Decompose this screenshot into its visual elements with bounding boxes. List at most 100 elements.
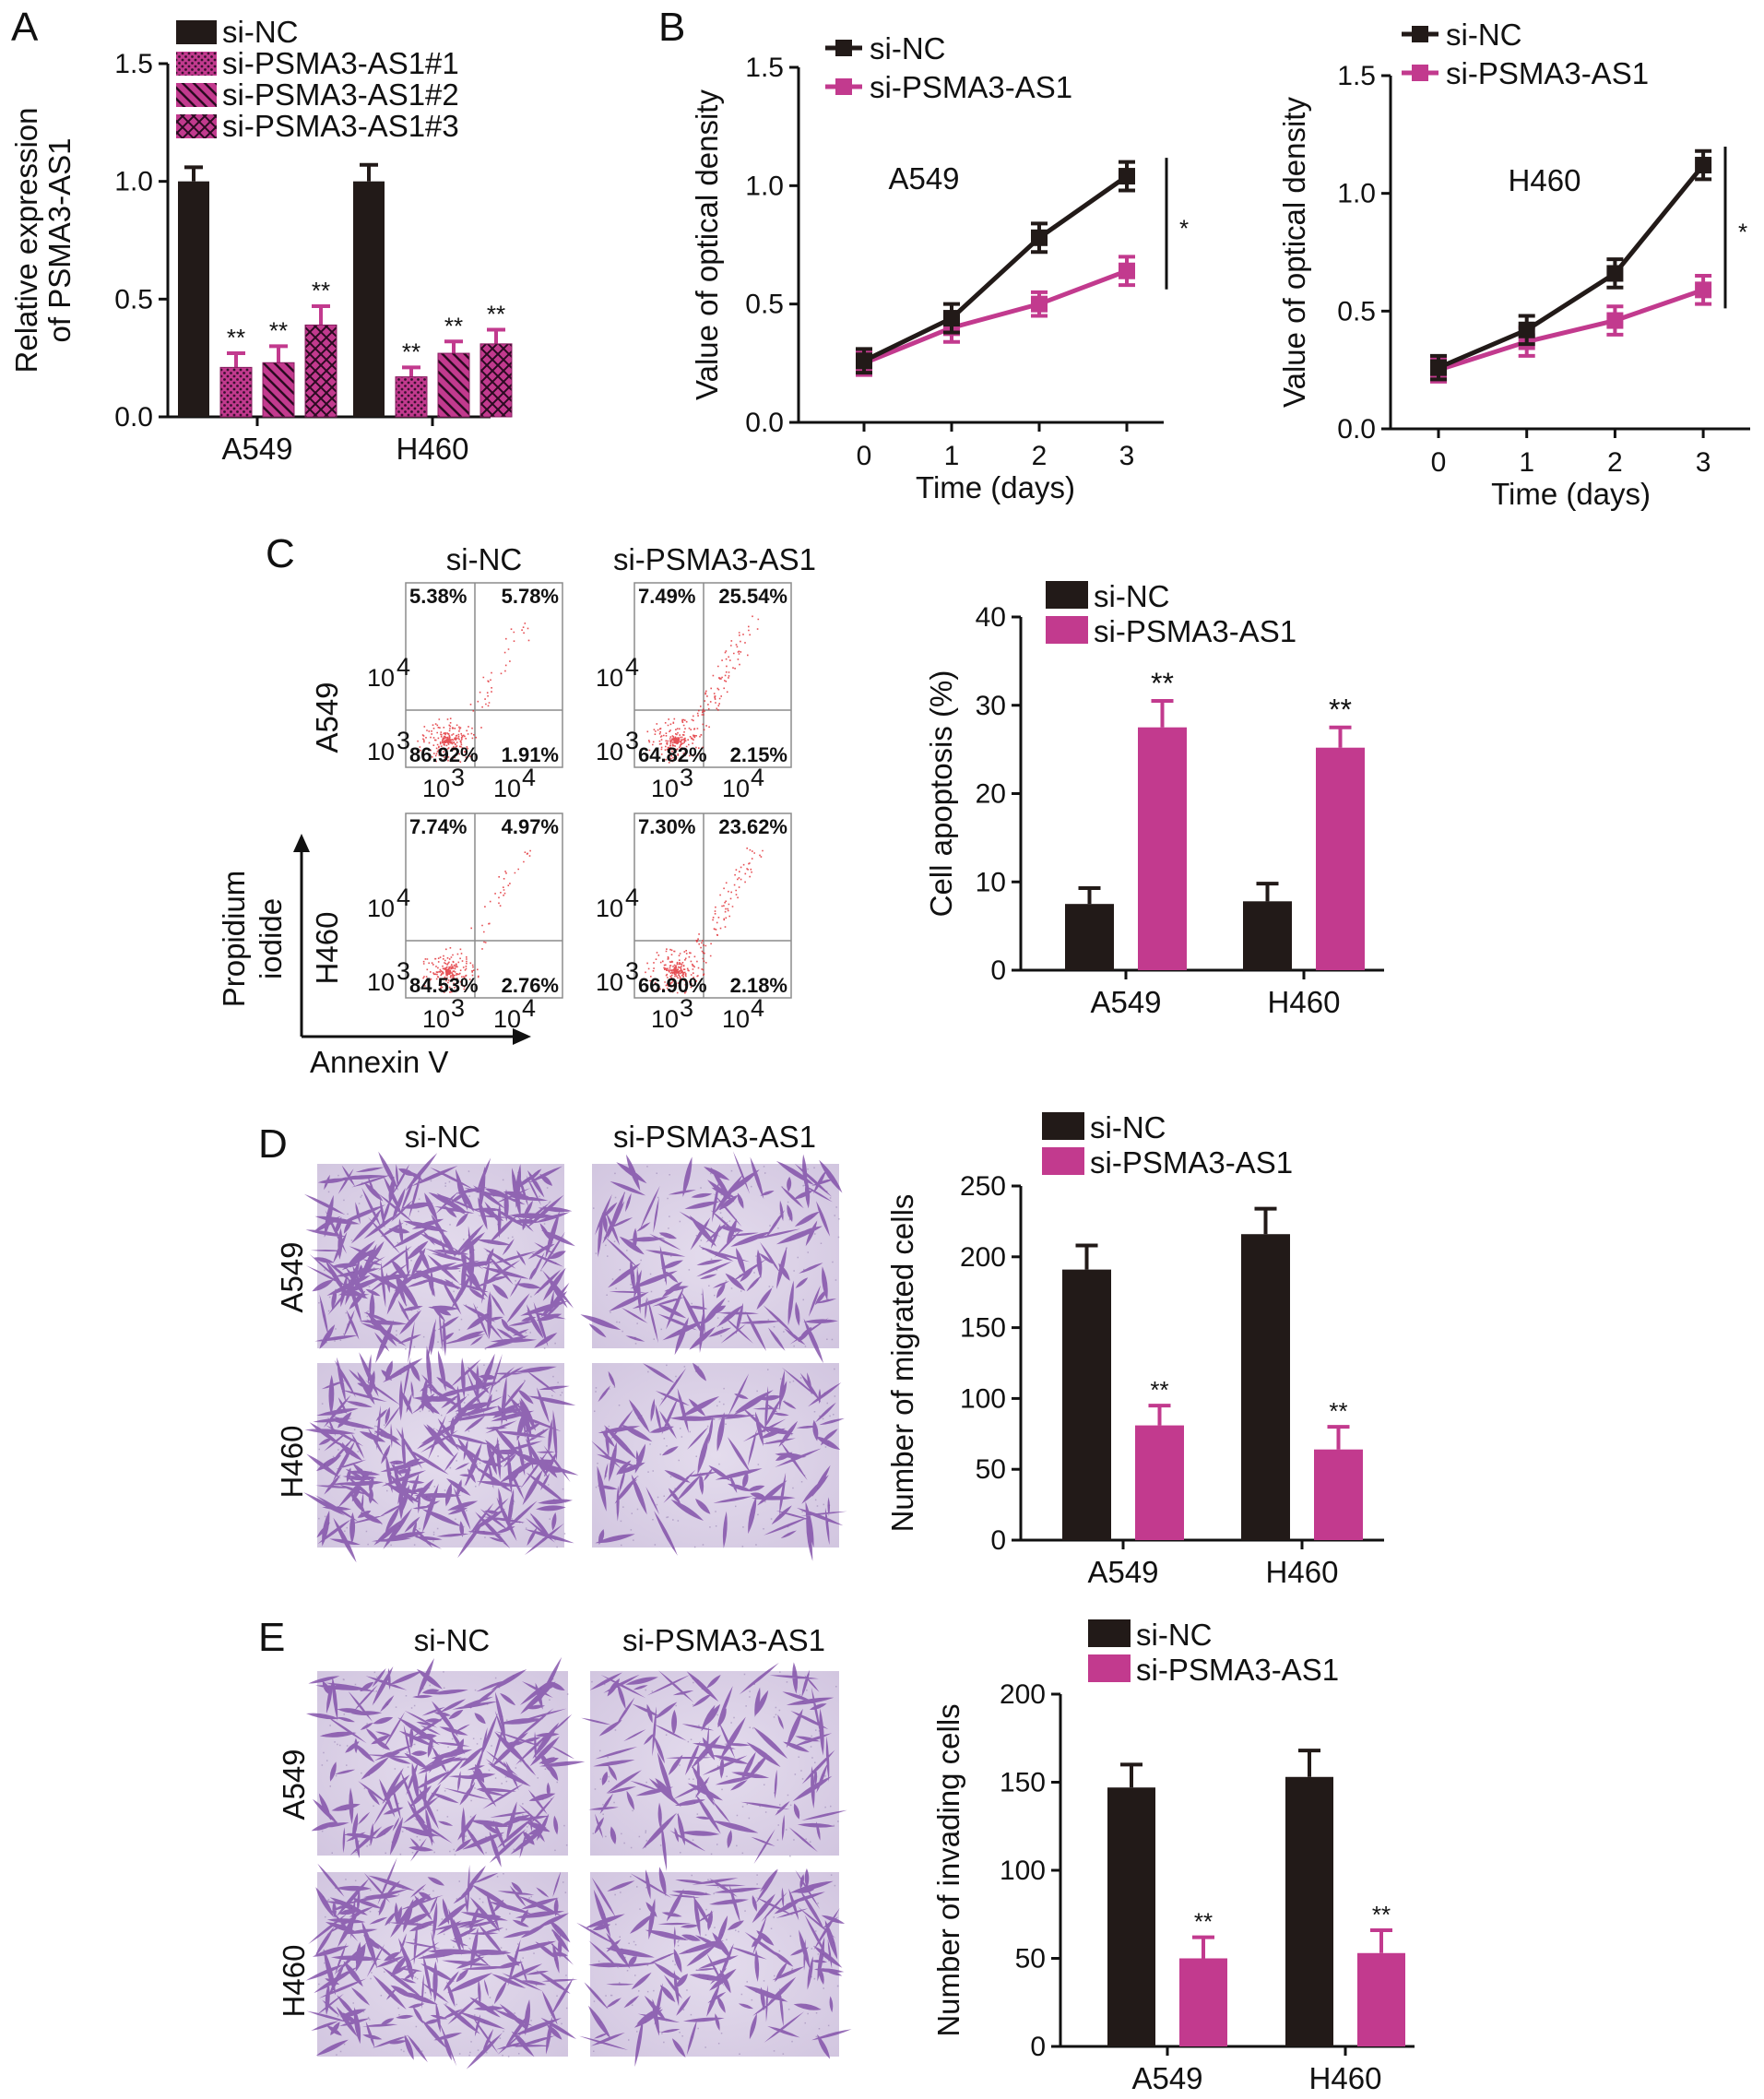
error-bar xyxy=(360,162,378,182)
micrograph-h460-si-nc xyxy=(303,1346,579,1563)
flow-y-tick-exponent: 4 xyxy=(625,653,639,681)
y-tick-label: 0.0 xyxy=(114,402,153,433)
bar-si-psma3-as1-3-h460 xyxy=(479,343,513,418)
y-axis-label: Value of optical density xyxy=(690,89,724,400)
legend-label-si-psma3-as1: si-PSMA3-AS1 xyxy=(870,70,1072,104)
legend-label-si-nc: si-NC xyxy=(870,31,945,65)
flow-axis-x-label: Annexin V xyxy=(310,1045,448,1079)
legend-label-si-psma3-as1: si-PSMA3-AS1 xyxy=(1090,1145,1293,1180)
error-bar xyxy=(444,339,463,354)
flow-y-tick-label: 10 xyxy=(367,664,395,692)
bar-si-psma3-as1-h460 xyxy=(1314,1449,1363,1540)
quadrant-lower-right-percent: 2.76% xyxy=(502,974,559,997)
significance-label: ** xyxy=(1329,1397,1347,1425)
data-point-si-nc xyxy=(1119,168,1135,185)
legend-label-si-nc: si-NC xyxy=(1446,18,1521,52)
flow-y-tick-label: 10 xyxy=(596,968,623,996)
significance-label: ** xyxy=(487,301,505,328)
quadrant-lower-left-percent: 66.90% xyxy=(638,974,707,997)
error-bar xyxy=(227,351,245,368)
error-bar xyxy=(1329,725,1352,748)
bar-si-psma3-as1-h460 xyxy=(1357,1952,1405,2046)
y-tick-label: 150 xyxy=(960,1313,1006,1344)
y-tick-label: 150 xyxy=(1000,1768,1046,1798)
stained-cells xyxy=(305,1857,578,2069)
flow-x-tick-label: 10 xyxy=(422,775,450,802)
y-tick-label: 0.5 xyxy=(114,284,153,314)
flow-y-tick-label: 10 xyxy=(596,895,623,922)
legend-marker-si-psma3-as1 xyxy=(835,78,852,95)
data-point-si-nc xyxy=(1031,229,1048,246)
flow-col-label-si-nc: si-NC xyxy=(446,542,522,576)
panel-label-e: E xyxy=(258,1615,285,1660)
x-tick-label: 1 xyxy=(1519,447,1534,478)
significance-label: ** xyxy=(1150,1376,1168,1404)
flow-x-tick-label: 10 xyxy=(493,775,521,802)
bar-si-psma3-as1-2-h460 xyxy=(437,352,470,418)
data-point-si-psma3-as1 xyxy=(1031,295,1048,313)
y-tick-label: 1.0 xyxy=(1337,179,1376,209)
x-category-label: A549 xyxy=(1087,1555,1158,1589)
error-bar xyxy=(1078,885,1101,905)
chart-b-h460-growth: 0.0 0.5 1.0 1.5 0 1 2 3 Time (days) Value of opti… xyxy=(1277,18,1750,511)
stained-cells xyxy=(576,1867,852,2068)
flow-y-tick-exponent: 4 xyxy=(397,653,410,681)
x-axis-label: Time (days) xyxy=(1491,477,1651,511)
significance-label: ** xyxy=(1329,694,1352,727)
quadrant-upper-right-percent: 5.78% xyxy=(502,585,559,608)
error-bar xyxy=(1298,1749,1320,1777)
data-point-si-nc xyxy=(1430,359,1447,376)
bar-si-nc-a549 xyxy=(1062,1269,1111,1540)
flow-plot-h460-si-psma3-as1: 7.30% 23.62%66.90% 2.18%10 310 410 3 10 4 xyxy=(596,812,792,1033)
x-tick-label: 3 xyxy=(1119,441,1135,471)
bar-si-nc-a549 xyxy=(1065,904,1114,970)
legend-label-si-psma3-as1: si-PSMA3-AS1 xyxy=(1094,614,1296,648)
series-line-si-psma3-as1 xyxy=(863,268,1128,366)
x-category-label: H460 xyxy=(397,432,469,466)
flow-x-tick-exponent: 3 xyxy=(680,994,693,1022)
error-bar xyxy=(1256,882,1279,902)
panel-label-a: A xyxy=(11,5,39,50)
bar-si-psma3-as1-2-a549 xyxy=(262,362,295,418)
quadrant-upper-right-percent: 25.54% xyxy=(718,585,787,608)
legend-label-si-nc: si-NC xyxy=(1090,1110,1166,1144)
error-bar xyxy=(1370,1927,1392,1953)
data-point-si-psma3-as1 xyxy=(1119,262,1135,279)
y-axis-label: Number of migrated cells xyxy=(885,1194,919,1533)
y-tick-label: 200 xyxy=(960,1242,1006,1273)
chart-annotation: H460 xyxy=(1509,163,1581,197)
y-tick-label: 20 xyxy=(976,779,1006,810)
legend-swatch-si-psma3-as1 xyxy=(1042,1147,1084,1175)
legend-swatch-si-nc xyxy=(1042,1112,1084,1140)
flow-plot-frame xyxy=(633,812,792,999)
flow-plot-h460-si-nc: 7.74% 4.97%84.53% 2.76%10 310 410 3 10 4 xyxy=(367,812,563,1033)
y-tick-label: 0.5 xyxy=(1337,296,1376,326)
legend-marker-si-nc xyxy=(1412,26,1428,42)
bar-si-nc-h460 xyxy=(1285,1776,1333,2046)
data-point-si-nc xyxy=(1695,157,1712,174)
chart-e-invasion: 0 50 100 150 200 ** A549 ** H460 Number of invadi… xyxy=(931,1618,1415,2095)
x-tick-label: 2 xyxy=(1607,447,1623,478)
legend-swatch-si-nc xyxy=(176,20,217,44)
quadrant-upper-left-percent: 5.38% xyxy=(409,585,467,608)
bar-si-nc-h460 xyxy=(1241,1234,1290,1540)
stained-cells xyxy=(591,1362,847,1561)
micrograph-a549-si-psma3-as1 xyxy=(580,1151,843,1364)
stained-cells xyxy=(303,1346,579,1563)
x-tick-label: 3 xyxy=(1696,447,1711,478)
significance-label: ** xyxy=(312,277,330,304)
flow-y-tick-label: 10 xyxy=(367,968,395,996)
quadrant-upper-left-percent: 7.74% xyxy=(409,815,467,838)
flow-y-tick-exponent: 3 xyxy=(625,727,639,754)
y-tick-label: 0.5 xyxy=(745,290,784,320)
y-tick-label: 40 xyxy=(976,602,1006,633)
y-axis-label: Value of optical density xyxy=(1277,97,1311,408)
quadrant-lower-left-percent: 86.92% xyxy=(409,743,479,766)
chart-a-expression: 0.0 0.5 1.0 1.5 ** ** ** A549 ** ** ** H460 Relative… xyxy=(9,15,513,466)
micro-e-row-label-h460: H460 xyxy=(277,1945,311,2018)
significance-label: ** xyxy=(1151,667,1174,700)
x-tick-label: 1 xyxy=(944,441,960,471)
bar-si-nc-a549 xyxy=(178,181,209,417)
flow-axis-x-arrow xyxy=(513,1028,531,1045)
